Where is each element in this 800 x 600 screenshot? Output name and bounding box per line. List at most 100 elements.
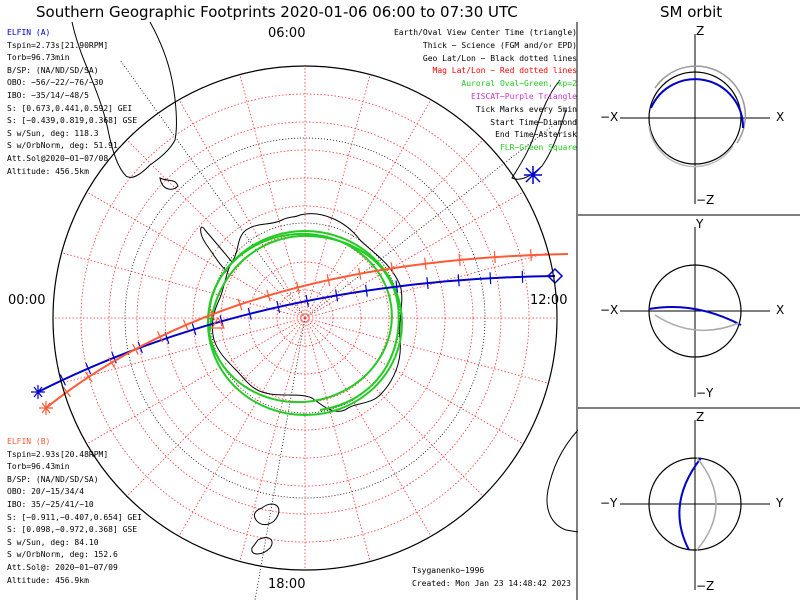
elfin-b-info-line: ELFIN (B) [7,437,51,446]
elfin-a-end-asterisk [31,385,45,399]
elfin-b-tick-mark [458,253,461,266]
elfin-a-tick-mark [191,323,197,336]
auroral-oval-equatorward [207,232,393,404]
sm-axis-label-left: −Y [600,496,618,510]
mag-lon-line [304,191,524,319]
mag-lon-line [178,99,306,319]
elfin-b-view-center-triangle [210,316,226,329]
elfin-a-info-line: Att.Sol@2020−01−07/08 [7,153,109,163]
elfin-b-tick-mark [295,281,301,294]
mag-lon-line [61,317,306,384]
map-legend: Earth/Oval View Center Time (triangle) Th… [394,27,577,155]
sm-orbit-shadow [648,125,734,168]
elfin-b-info-line: S: [0.098,−0.972,0.368] GSE [7,525,138,535]
sm-axis-label-left: −X [600,110,619,124]
elfin-b-tick-mark [390,262,394,275]
sm-axis-label-right: X [776,303,785,317]
elfin-b-tick-mark [85,371,93,383]
mlt-label-left: 00:00 [8,293,46,308]
africa-coastline [511,79,567,180]
sm-axis-label-right: X [776,110,785,124]
map-boundary [52,65,558,571]
elfin-a-tick-mark [489,272,492,285]
mag-lon-line [86,317,306,445]
auroral-oval-inner [209,234,400,411]
elfin-b-tick-mark [182,319,189,331]
sm-orbit-a [648,306,742,326]
sm-axis-label-left: −X [600,303,619,317]
mag-lon-line [304,317,524,445]
elfin-a-info-line: Tspin=2.73s[21.90RPM] [7,40,109,50]
elfin-b-info-line: Att.Sol@: 2020−01−07/09 [7,562,118,572]
mag-grid-radials [53,66,557,570]
sm-orbit-b [654,314,740,332]
elfin-a-info-line: Torb=96.73min [7,53,70,63]
elfin-a-info-line: B/SP: (NA/ND/SD/SA) [7,65,99,75]
legend-entry: EISCAT−Purple Triangle [471,91,577,101]
elfin-a-info-line: OBO: −56/−22/−76/−30 [7,78,104,88]
australia-coastline [546,429,578,533]
mag-lon-line [304,139,484,319]
elfin-b-info-line: B/SP: (NA/ND/SD/SA) [7,474,99,484]
sm-orbit-title: SM orbit [660,3,723,21]
elfin-a-track [37,275,556,393]
elfin-a-info: ELFIN (A) Tspin=2.73s[21.90RPM] Torb=96.73… [7,27,137,178]
elfin-a-tick-mark [457,274,460,287]
map-title: Southern Geographic Footprints 2020-01-0… [36,3,518,21]
sm-axis-label-top: Z [696,410,705,424]
elfin-b-tick-mark [108,357,116,369]
mag-lon-line [126,139,306,319]
elfin-b-info-line: OBO: 20/−15/34/4 [7,487,85,497]
elfin-b-tick-mark [156,331,164,343]
elfin-b-info-line: S: [−0.911,−0.407,0.654] GEI [7,512,142,522]
mag-lon-line [304,317,549,384]
legend-entry: Geo Lat/Lon − Black dotted lines [422,53,577,63]
legend-entry: Auroral Oval−Green, kp=2 [461,79,577,89]
sm-orbit-b [696,457,717,551]
elfin-b-info-line: Torb=96.43min [7,462,70,472]
elfin-b-tick-mark [132,343,139,355]
elfin-a-tick-mark [334,289,339,302]
mlt-label-top: 06:00 [268,26,306,41]
elfin-a-tick-mark [59,374,66,386]
elfin-b-tick-mark [358,267,362,280]
sm-orbit-panels [578,34,800,590]
mag-lon-line [239,74,306,319]
mag-lon-line [126,317,306,497]
elfin-a-info-line: S w/Sun, deg: 118.3 [7,128,99,138]
model-label: Tsyganenko−1996 [412,566,485,575]
mag-lon-line [304,317,371,562]
elfin-b-info-line: S w/OrbNorm, deg: 152.6 [7,550,118,560]
mag-lon-line [178,317,306,537]
elfin-b-info-line: IBO: 35/−25/41/−10 [7,499,94,509]
legend-entry: Start Time−Diamond [490,117,577,127]
sm-orbit-a [678,457,702,551]
antarctica-coastline [211,213,403,412]
elfin-a-info-line: S: [0.673,0.441,0.592] GEI [7,103,133,113]
elfin-b-info-line: Tspin=2.93s[20.48RPM] [7,449,109,459]
antarctic-peninsula [200,226,233,273]
elfin-a-tick-mark [395,280,399,293]
new-zealand-coastline [253,503,280,526]
legend-entry: Earth/Oval View Center Time (triangle) [393,28,577,37]
mlt-label-bottom: 18:00 [268,577,306,592]
elfin-b-info-line: S w/Sun, deg: 84.10 [7,537,99,547]
sm-axis-label-bottom: −Y [696,386,714,400]
legend-entry: Thick − Science (FGM and/or EPD) [422,40,577,50]
elfin-b-tick-mark [209,308,216,321]
elfin-b-info-line: Altitude: 456.9km [7,575,89,585]
elfin-a-asterisk [524,166,542,184]
legend-entry: End Time−Asterisk [495,130,577,140]
south-america-coastline [71,22,177,178]
sm-orbit-b [654,65,747,144]
mlt-label-right: 12:00 [530,293,568,308]
elfin-b-tick-mark [62,386,71,398]
sm-axis-label-bottom: −Z [696,579,715,593]
legend-entry: Tick Marks every 5min [475,104,577,114]
mag-lon-line [304,317,432,537]
elfin-b-tick-mark [424,257,427,270]
elfin-b-info: ELFIN (B) Tspin=2.93s[20.48RPM] Torb=96.43… [7,436,142,587]
elfin-a-tick-mark [276,301,281,313]
mag-lon-line [61,252,306,319]
elfin-b-tick-mark [266,289,271,302]
